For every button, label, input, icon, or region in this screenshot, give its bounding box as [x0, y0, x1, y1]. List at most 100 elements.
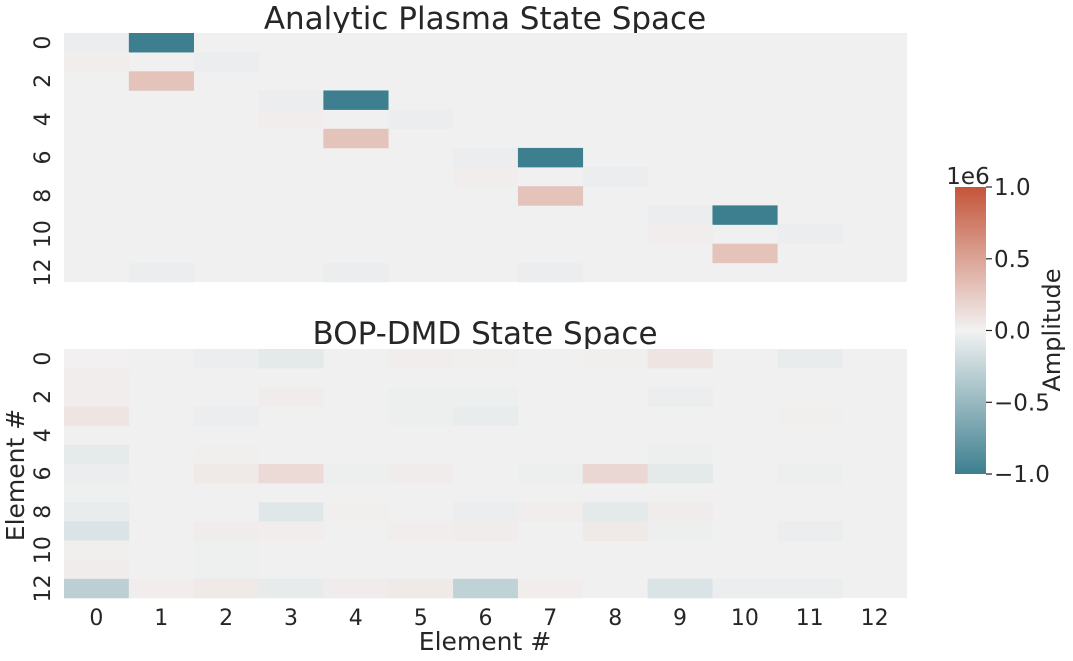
- bottom-cell-r2-c6: [453, 387, 519, 407]
- bottom-x-tick-label: 9: [673, 606, 687, 631]
- bottom-y-tick-label: 2: [31, 390, 56, 404]
- x-axis-label: Element #: [419, 627, 551, 656]
- bottom-cell-r9-c6: [453, 521, 519, 541]
- bottom-x-tick-label: 12: [861, 606, 889, 631]
- top-y-tick-label: 0: [31, 36, 56, 50]
- bottom-cell-r6-c4: [323, 463, 389, 484]
- colorbar-tick-label: −1.0: [994, 462, 1050, 488]
- bottom-cell-r9-c3: [258, 521, 324, 541]
- top-cell-r3-c3: [258, 90, 324, 110]
- bottom-y-tick-label: 4: [31, 428, 56, 442]
- bottom-cell-r12-c2: [193, 578, 259, 599]
- bottom-cell-r0-c9: [647, 349, 713, 369]
- bottom-cell-r9-c2: [193, 521, 259, 541]
- top-cell-r6-c6: [453, 147, 519, 168]
- top-cell-r4-c5: [388, 109, 454, 130]
- top-y-tick-label: 10: [31, 220, 56, 248]
- bottom-y-tick-label: 10: [31, 536, 56, 564]
- bottom-cell-r6-c3: [258, 463, 324, 484]
- top-cell-r7-c6: [453, 167, 519, 187]
- bottom-cell-r3-c0: [64, 406, 130, 426]
- bottom-cell-r6-c8: [582, 463, 648, 484]
- bottom-x-tick-label: 10: [731, 606, 759, 631]
- bottom-cell-r6-c2: [193, 463, 259, 484]
- bottom-cell-r3-c6: [453, 406, 519, 426]
- bottom-cell-r9-c9: [647, 521, 713, 541]
- bottom-cell-r8-c4: [323, 502, 389, 522]
- bottom-x-tick-label: 8: [608, 606, 622, 631]
- colorbar-gradient: [955, 187, 986, 474]
- bottom-x-tick-label: 0: [89, 606, 103, 631]
- bottom-cell-r2-c3: [258, 387, 324, 407]
- colorbar-tick-label: 0.5: [994, 247, 1031, 273]
- bottom-cell-r12-c5: [388, 578, 454, 599]
- bottom-cell-r0-c8: [582, 349, 648, 369]
- top-cell-r12-c4: [323, 262, 389, 283]
- bottom-cell-r0-c6: [453, 349, 519, 369]
- bottom-cell-r5-c0: [64, 444, 130, 465]
- bottom-cell-r8-c7: [517, 502, 584, 522]
- bottom-heatmap-cells: [64, 349, 843, 599]
- bottom-cell-r9-c0: [64, 521, 130, 541]
- bottom-y-tick-label: 0: [31, 352, 56, 366]
- top-chart-title: Analytic Plasma State Space: [264, 1, 706, 37]
- bottom-x-tick-label: 4: [349, 606, 363, 631]
- top-heatmap-panel: Analytic Plasma State Space 0 2 4 6 8 10 12: [31, 1, 907, 286]
- bottom-cell-r8-c9: [647, 502, 713, 522]
- bottom-cell-r3-c11: [777, 406, 843, 426]
- bottom-cell-r6-c11: [777, 463, 843, 484]
- bottom-x-tick-labels: 0 1 2 3 4 5 6 7 8 9 10 11 12: [89, 606, 888, 631]
- bottom-cell-r7-c0: [64, 483, 130, 503]
- colorbar-tick-label: −0.5: [994, 390, 1050, 416]
- bottom-cell-r2-c9: [647, 387, 713, 407]
- colorbar-tick-label: 1.0: [994, 175, 1031, 201]
- top-cell-r2-c1: [128, 71, 194, 91]
- bottom-cell-r9-c8: [582, 521, 648, 541]
- bottom-cell-r0-c11: [777, 349, 843, 369]
- bottom-x-tick-label: 7: [543, 606, 557, 631]
- top-y-tick-label: 4: [31, 112, 56, 126]
- bottom-cell-r12-c0: [64, 578, 130, 599]
- bottom-x-tick-label: 6: [479, 606, 493, 631]
- bottom-x-tick-label: 1: [154, 606, 168, 631]
- bottom-cell-r11-c0: [64, 559, 130, 580]
- bottom-cell-r6-c0: [64, 463, 130, 484]
- bottom-cell-r6-c9: [647, 463, 713, 484]
- y-axis-label: Element #: [1, 409, 30, 541]
- bottom-cell-r1-c0: [64, 368, 130, 388]
- colorbar-tick-label: 0.0: [994, 319, 1031, 345]
- top-cell-r3-c4: [323, 90, 389, 110]
- colorbar-exponent-label: 1e6: [946, 164, 989, 190]
- bottom-cell-r9-c5: [388, 521, 454, 541]
- bottom-cell-r3-c5: [388, 406, 454, 426]
- top-cell-r8-c7: [517, 186, 584, 206]
- bottom-y-tick-label: 6: [31, 467, 56, 481]
- bottom-cell-r9-c11: [777, 521, 843, 541]
- top-cell-r11-c10: [712, 243, 778, 264]
- bottom-x-tick-label: 2: [219, 606, 233, 631]
- bottom-cell-r2-c5: [388, 387, 454, 407]
- bottom-cell-r12-c10: [712, 578, 778, 599]
- top-y-tick-label: 2: [31, 74, 56, 88]
- colorbar: 1e6 1.0 0.5 0.0 −0.5 −1.0 Amplitude: [946, 164, 1066, 488]
- bottom-chart-title: BOP-DMD State Space: [312, 316, 657, 352]
- top-cell-r10-c9: [647, 224, 713, 244]
- bottom-cell-r3-c2: [193, 406, 259, 426]
- bottom-x-tick-label: 11: [796, 606, 824, 631]
- bottom-cell-r2-c0: [64, 387, 130, 407]
- top-cell-r9-c9: [647, 205, 713, 225]
- top-cell-r12-c1: [128, 262, 194, 283]
- bottom-y-tick-label: 12: [31, 574, 56, 602]
- bottom-cell-r0-c3: [258, 349, 324, 369]
- bottom-cell-r8-c8: [582, 502, 648, 522]
- top-cell-r1-c2: [193, 52, 259, 72]
- bottom-cell-r12-c9: [647, 578, 713, 599]
- top-cell-r6-c7: [517, 147, 584, 168]
- bottom-cell-r10-c0: [64, 540, 130, 560]
- top-cell-r0-c1: [128, 33, 194, 53]
- bottom-cell-r12-c1: [128, 578, 194, 599]
- top-cell-r10-c11: [777, 224, 843, 244]
- top-cell-r12-c7: [517, 262, 584, 283]
- top-cell-r0-c0: [64, 33, 130, 53]
- top-cell-r4-c3: [258, 109, 324, 130]
